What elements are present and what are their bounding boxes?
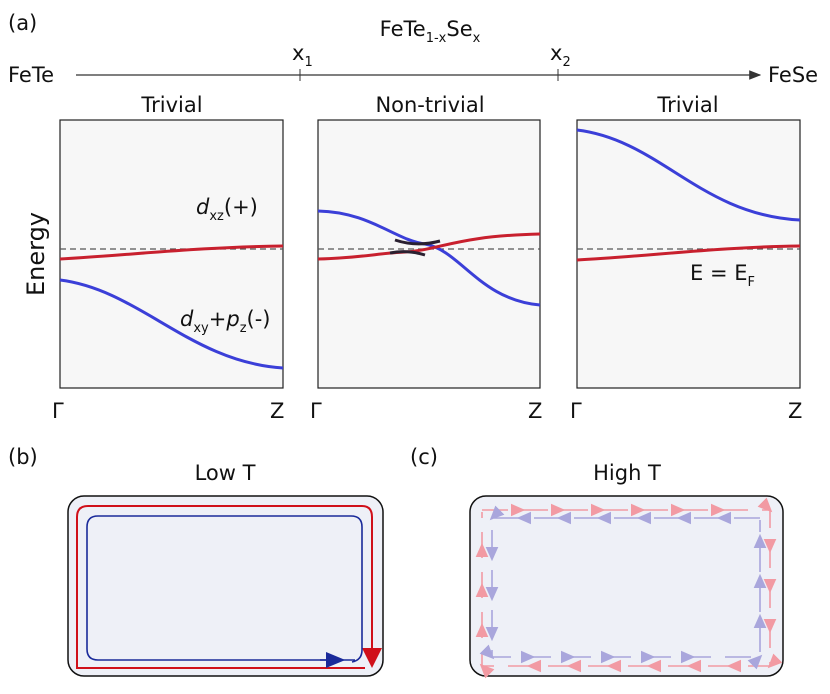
k-start: Γ (52, 399, 64, 423)
upper-band (576, 128, 801, 222)
panel-label: (c) (410, 445, 438, 469)
fermi-label: E = EF (690, 261, 755, 290)
edge-state-red (76, 505, 382, 669)
k-end: Z (270, 399, 284, 423)
sub: F (747, 275, 754, 290)
sub: z (240, 321, 247, 336)
formula-sub: x (473, 31, 481, 46)
k-end: Z (788, 399, 802, 423)
panel-title: High T (593, 461, 661, 485)
formula-part: Se (446, 17, 472, 41)
plus: + (209, 307, 227, 331)
x1-label: x1 (292, 41, 313, 70)
edge-state-blue (86, 515, 363, 663)
band-label: dxy+pz(-) (180, 307, 270, 336)
sample (469, 495, 784, 677)
lower-band (576, 244, 801, 262)
x2-label: x2 (550, 41, 571, 70)
edge-state-purple (479, 505, 767, 670)
panel-title: Low T (195, 461, 256, 485)
hybridization (389, 250, 426, 257)
sub: xy (193, 321, 209, 336)
panel-label: (a) (8, 11, 37, 35)
band-panel (317, 119, 541, 389)
phase: Trivial (656, 93, 718, 117)
hybridization (394, 238, 441, 246)
sub: xz (209, 209, 224, 224)
dxz-band (59, 244, 284, 261)
band-panel (576, 119, 801, 389)
k-start: Γ (570, 399, 582, 423)
k-start: Γ (310, 399, 322, 423)
formula-part: FeTe (380, 17, 426, 41)
k-end: Z (528, 399, 542, 423)
formula-sub: 1-x (426, 31, 447, 46)
formula: FeTe1-xSex (380, 17, 481, 46)
x2: x (550, 41, 562, 65)
parity: (-) (247, 307, 271, 331)
phase: Non-trivial (375, 93, 484, 117)
parity: (+) (224, 195, 258, 219)
y-axis-label: Energy (22, 212, 50, 296)
d: d (180, 307, 194, 331)
x1: x (292, 41, 304, 65)
band-panel (59, 119, 284, 389)
x1-sub: 1 (304, 55, 312, 70)
sample (67, 495, 384, 677)
right-end: FeSe (768, 63, 818, 87)
p: p (225, 307, 239, 331)
fermi: E = E (690, 261, 747, 285)
left-end: FeTe (8, 63, 54, 87)
dxy-band (59, 278, 284, 370)
x2-sub: 2 (562, 55, 570, 70)
phase: Trivial (140, 93, 202, 117)
d: d (196, 195, 210, 219)
band-label: dxz(+) (196, 195, 258, 224)
panel-label: (b) (8, 445, 38, 469)
